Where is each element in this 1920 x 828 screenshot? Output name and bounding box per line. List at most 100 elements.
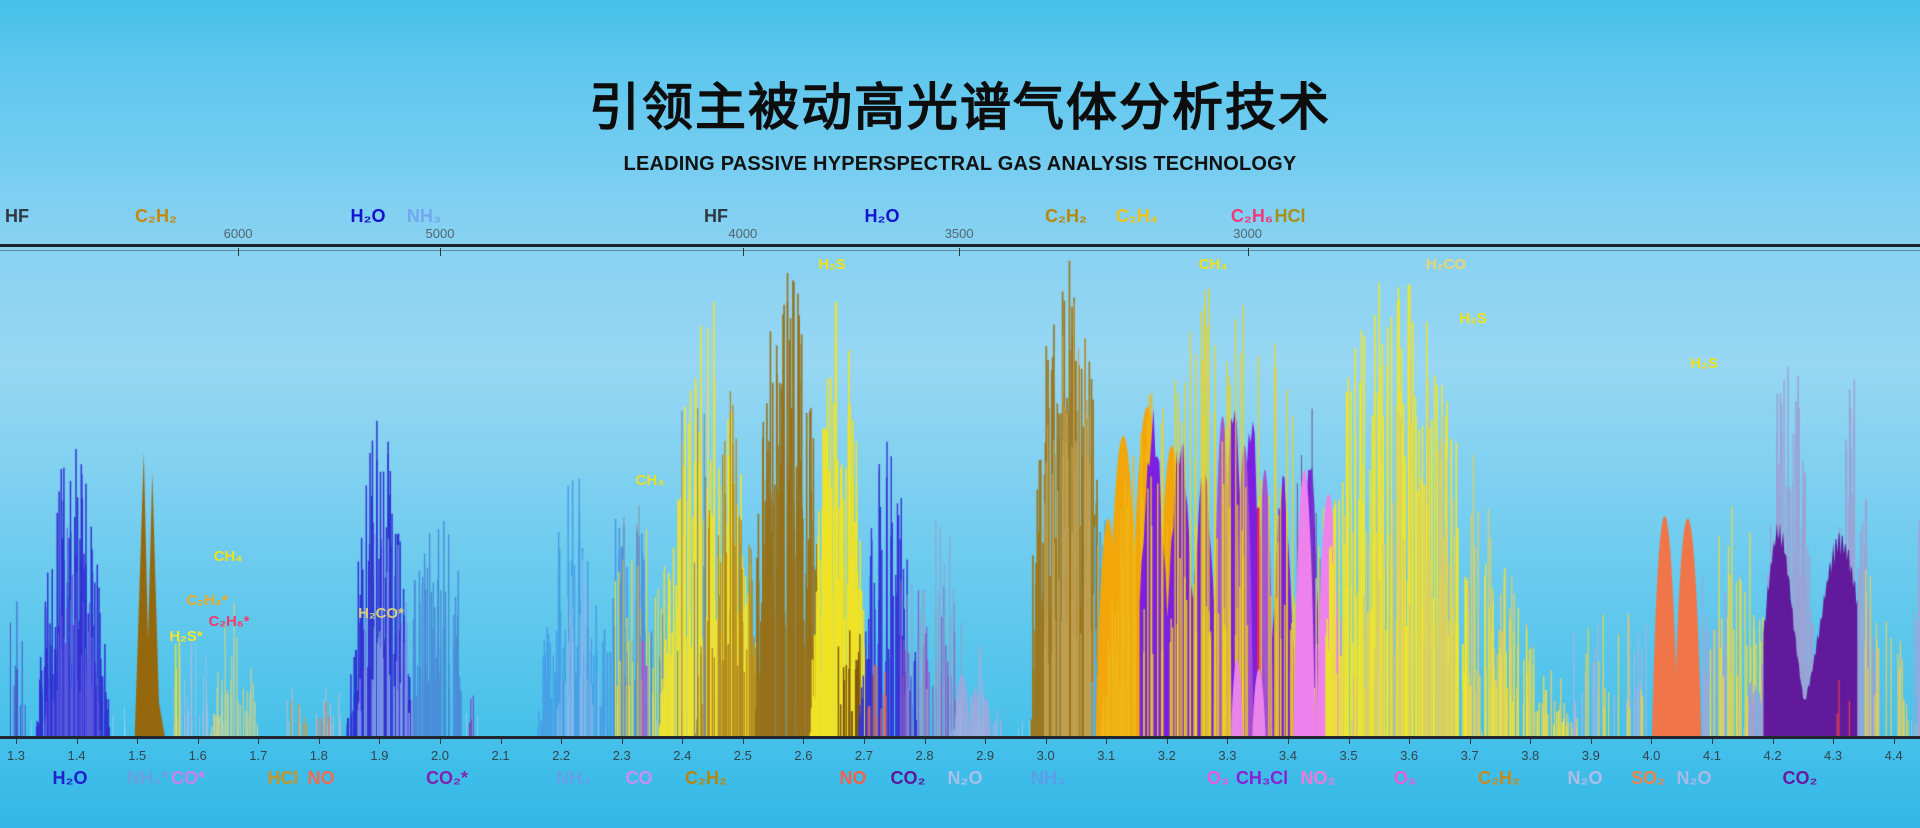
gas-label-plot: CH₄ — [213, 548, 243, 565]
wavelength-tick-mark — [1227, 739, 1229, 744]
gas-label-plot: H₂S — [1459, 310, 1487, 327]
wavelength-tick-label: 3.1 — [1097, 748, 1116, 763]
wavelength-tick-label: 1.4 — [67, 748, 86, 763]
wavelength-tick-label: 2.5 — [733, 748, 752, 763]
wavenumber-tick-mark — [439, 248, 441, 256]
gas-label-bottom: NH₃* — [127, 768, 169, 788]
wavenumber-tick-label: 5000 — [425, 226, 455, 241]
wavelength-tick-label: 1.8 — [309, 748, 328, 763]
wavelength-tick-mark — [500, 739, 502, 744]
wavelength-tick-mark — [16, 739, 17, 744]
wavelength-tick-label: 3.0 — [1036, 748, 1055, 763]
wavelength-tick-label: 3.2 — [1157, 748, 1176, 763]
wavelength-tick-label: 2.3 — [612, 748, 631, 763]
wavelength-tick-label: 2.2 — [552, 748, 571, 763]
wavelength-tick-label: 1.6 — [188, 748, 207, 763]
wavelength-tick-mark — [1530, 739, 1532, 744]
wavelength-tick-label: 4.0 — [1642, 748, 1661, 763]
wavelength-tick-mark — [621, 739, 623, 744]
gas-label-bottom: NO — [307, 768, 335, 788]
gas-label-bottom: H₂O — [52, 768, 88, 788]
gas-label-top: C₂H₆ — [1230, 206, 1274, 226]
gas-label-top: H₂O — [864, 206, 900, 226]
gas-label-plot: H₂CO* — [358, 605, 404, 622]
wavelength-tick-label: 1.9 — [370, 748, 389, 763]
gas-label-bottom: NH₃ — [555, 768, 591, 788]
wavelength-tick-label: 4.2 — [1763, 748, 1782, 763]
wavelength-tick-mark — [258, 739, 260, 744]
wavelength-tick-mark — [1106, 739, 1108, 744]
gas-label-bottom: CO* — [170, 768, 206, 788]
gas-label-bottom: CH₃Cl — [1235, 768, 1289, 788]
wavelength-tick-label: 3.6 — [1400, 748, 1419, 763]
wavelength-tick-mark — [863, 739, 865, 744]
gas-label-bottom: N₂O — [1676, 768, 1712, 788]
wavelength-tick-mark — [439, 739, 441, 744]
gas-label-plot: H₂S* — [169, 628, 203, 645]
wavelength-tick-mark — [197, 739, 199, 744]
gas-label-bottom: C₂H₂ — [685, 768, 727, 788]
gas-label-plot: H₂CO — [1426, 256, 1466, 273]
wavelength-tick-mark — [1287, 739, 1289, 744]
wavelength-tick-label: 2.9 — [976, 748, 995, 763]
wavelength-tick-label: 1.3 — [6, 748, 26, 763]
wavelength-tick-mark — [76, 739, 78, 744]
wavenumber-tick-mark — [238, 248, 240, 256]
gas-label-bottom: N₂O — [947, 768, 983, 788]
gas-label-plot: H₂S — [1690, 355, 1718, 372]
wavelength-tick-label: 2.4 — [673, 748, 692, 763]
gas-label-bottom: NH₃ — [1030, 768, 1066, 788]
wavelength-tick-label: 3.8 — [1521, 748, 1540, 763]
wavelength-tick-label: 2.7 — [854, 748, 874, 763]
gas-label-bottom: NO₂ — [1300, 768, 1336, 788]
wavenumber-tick-mark — [1247, 248, 1249, 256]
wavelength-tick-label: 2.1 — [491, 748, 510, 763]
gas-label-top: HF — [5, 206, 29, 226]
wavelength-tick-mark — [1833, 739, 1835, 744]
wavenumber-tick-label: 6000 — [223, 226, 253, 241]
gas-label-bottom: CO — [625, 768, 653, 788]
page-title: 引领主被动高光谱气体分析技术 — [588, 79, 1331, 136]
wavelength-tick-mark — [985, 739, 987, 744]
gas-label-top: H₂O — [350, 206, 386, 226]
wavelength-tick-label: 1.5 — [128, 748, 147, 763]
wavelength-tick-mark — [1651, 739, 1653, 744]
wavelength-tick-mark — [1348, 739, 1350, 744]
wavelength-tick-label: 2.6 — [794, 748, 813, 763]
gas-label-bottom: CO₂ — [890, 768, 926, 788]
gas-label-plot: C₂H₆* — [208, 613, 250, 630]
wavelength-tick-label: 4.1 — [1702, 748, 1721, 763]
gas-label-top: C₂H₂ — [1045, 206, 1087, 226]
wavelength-tick-mark — [742, 739, 744, 744]
wavenumber-tick-mark — [742, 248, 744, 256]
gas-label-bottom: CO₂ — [1782, 768, 1818, 788]
gas-label-bottom: SO₂ — [1630, 768, 1666, 788]
gas-label-plot: CH₄ — [635, 472, 665, 489]
gas-label-top: HF — [704, 206, 728, 226]
top-axis-line — [0, 244, 1920, 247]
gas-label-plot: H₂S — [818, 256, 846, 273]
wavelength-tick-label: 2.8 — [915, 748, 934, 763]
gas-label-top: HCl — [1274, 206, 1306, 226]
page-subtitle: LEADING PASSIVE HYPERSPECTRAL GAS ANALYS… — [623, 153, 1297, 175]
wavelength-tick-label: 3.5 — [1339, 748, 1358, 763]
wavelength-tick-mark — [682, 739, 684, 744]
wavelength-tick-label: 4.4 — [1884, 748, 1903, 763]
wavelength-tick-label: 1.7 — [249, 748, 268, 763]
gas-label-top: C₂H₄ — [1115, 206, 1159, 226]
wavelength-tick-mark — [379, 739, 381, 744]
gas-label-bottom: NO — [839, 768, 867, 788]
wavelength-tick-mark — [1711, 739, 1713, 744]
wavelength-tick-mark — [1469, 739, 1471, 744]
wavelength-tick-mark — [561, 739, 563, 744]
wavelength-tick-label: 3.7 — [1460, 748, 1479, 763]
wavelength-tick-mark — [1166, 739, 1168, 744]
gas-label-bottom: CO₂* — [425, 768, 469, 788]
gas-label-bottom: N₂O — [1567, 768, 1603, 788]
gas-label-bottom: C₂H₂ — [1478, 768, 1520, 788]
wavelength-tick-label: 4.3 — [1824, 748, 1843, 763]
wavelength-tick-mark — [137, 739, 139, 744]
wavenumber-tick-label: 4000 — [728, 226, 758, 241]
